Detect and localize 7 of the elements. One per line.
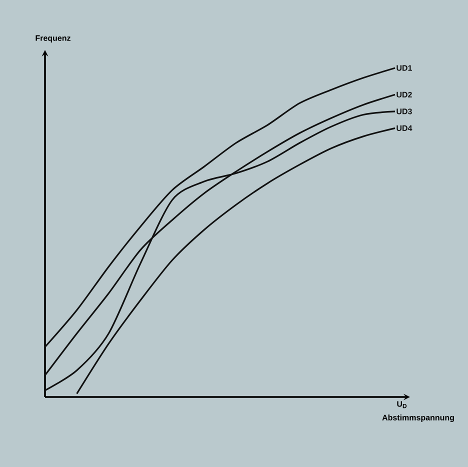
series-label: UD3 (396, 108, 412, 114)
text: U$_{D}$ (397, 401, 407, 408)
series-label: UD4 (396, 125, 412, 131)
series-label: UD2 (396, 92, 412, 98)
y-axis-title: Frequenz (36, 35, 70, 42)
series-label: UD1 (396, 65, 412, 71)
x-axis-title: Abstimmspannung (382, 414, 454, 422)
